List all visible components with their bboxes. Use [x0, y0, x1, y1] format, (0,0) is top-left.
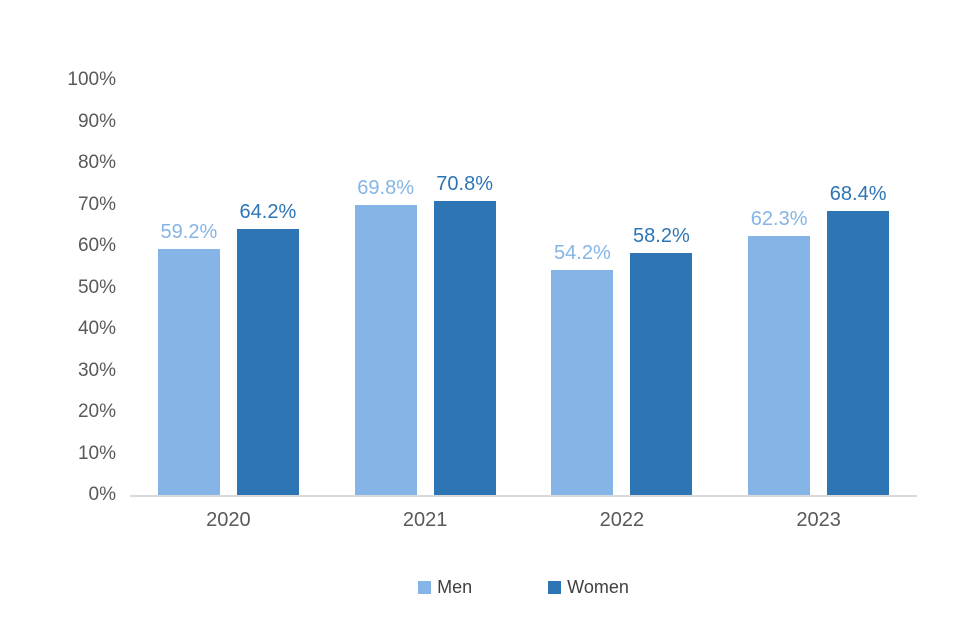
- y-axis-tick-label: 50%: [77, 276, 116, 298]
- bar-value-label: 62.3%: [750, 208, 808, 231]
- bar-value-label: 64.2%: [239, 200, 297, 223]
- x-axis-label: 2020: [206, 509, 251, 531]
- bar-col-men-2022: 54.2%: [551, 80, 614, 495]
- legend-swatch-icon: [548, 580, 562, 594]
- x-axis-label: 2021: [402, 509, 448, 531]
- y-axis-tick-label: 30%: [77, 359, 116, 381]
- bar-value-label: 58.2%: [633, 225, 690, 248]
- y-axis-tick-label: 0%: [88, 484, 116, 505]
- bar-value-label: 69.8%: [357, 177, 414, 200]
- bar-col-women-2021: 70.8%: [433, 80, 496, 495]
- bar-group-2022: 54.2% 58.2%: [524, 80, 721, 495]
- legend-swatch-icon: [418, 580, 432, 594]
- bar-col-men-2020: 59.2%: [157, 80, 220, 495]
- bar-value-label: 54.2%: [554, 242, 611, 265]
- bar-group-2021: 69.8% 70.8%: [327, 80, 524, 495]
- bar-men-2021: [354, 205, 417, 495]
- bar-group-2020: 59.2% 64.2%: [130, 80, 327, 495]
- bar-value-label: 70.8%: [436, 173, 493, 196]
- bar-women-2023: [827, 211, 890, 495]
- bar-group-2023: 62.3% 68.4%: [720, 80, 917, 495]
- legend: Men Women: [130, 577, 917, 597]
- x-axis-label: 2023: [796, 509, 841, 531]
- plot-area: 59.2% 64.2% 69.8% 70.8% 54.2% 58.2% 62.3% 68.4%: [130, 80, 917, 497]
- bar-col-men-2021: 69.8%: [354, 80, 417, 495]
- bar-men-2020: [157, 249, 220, 495]
- y-axis-tick-label: 10%: [77, 442, 116, 464]
- bar-col-women-2023: 68.4%: [827, 80, 890, 495]
- legend-item-women: Women: [548, 577, 629, 597]
- y-axis-tick-label: 90%: [77, 110, 116, 132]
- bar-value-label: 68.4%: [829, 183, 887, 206]
- y-axis: 0% 10% 20% 30% 40% 50% 60% 70% 80% 90% 100%: [40, 69, 116, 505]
- bar-men-2023: [748, 236, 811, 495]
- y-axis-tick-label: 100%: [67, 69, 116, 90]
- bar-men-2022: [551, 270, 614, 495]
- bar-col-women-2022: 58.2%: [630, 80, 693, 495]
- x-axis: 2020 2021 2022 2023: [130, 508, 917, 532]
- bar-women-2020: [236, 228, 299, 495]
- y-axis-tick-label: 80%: [77, 152, 116, 173]
- legend-item-men: Men: [418, 577, 472, 597]
- bar-women-2021: [433, 201, 496, 495]
- bar-col-women-2020: 64.2%: [236, 80, 299, 495]
- bar-col-men-2023: 62.3%: [748, 80, 811, 495]
- legend-label: Men: [437, 577, 473, 597]
- y-axis-tick-label: 60%: [77, 235, 116, 256]
- bar-value-label: 59.2%: [160, 221, 218, 244]
- x-axis-label: 2022: [599, 509, 645, 531]
- legend-label: Women: [567, 577, 629, 597]
- y-axis-tick-label: 20%: [77, 401, 116, 422]
- y-axis-tick-label: 40%: [77, 318, 116, 339]
- y-axis-tick-label: 70%: [77, 193, 116, 215]
- bar-women-2022: [630, 253, 693, 495]
